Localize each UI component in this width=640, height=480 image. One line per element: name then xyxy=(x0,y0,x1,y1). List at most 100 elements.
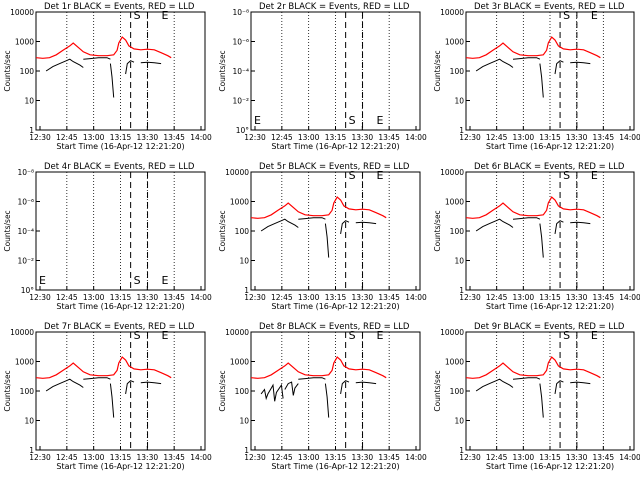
series-line-events xyxy=(340,380,350,394)
y-tick-label: 1 xyxy=(459,126,464,135)
x-tick-label: 12:45 xyxy=(271,133,293,142)
series-line-events xyxy=(554,60,564,75)
edge-marker-label: E xyxy=(39,274,46,287)
x-tick-label: 12:45 xyxy=(271,293,293,302)
y-tick-label: 1 xyxy=(459,446,464,455)
end-marker-label: E xyxy=(162,9,169,22)
x-tick-label: 13:00 xyxy=(513,293,535,302)
x-tick-label: 13:15 xyxy=(110,133,132,142)
y-tick-label: 1000 xyxy=(230,358,249,367)
x-tick-label: 13:00 xyxy=(298,453,320,462)
series-line-events xyxy=(140,381,162,385)
y-tick-label: 10000 xyxy=(440,8,464,17)
plot-frame xyxy=(35,171,206,291)
y-tick-label: 10° xyxy=(21,286,35,295)
x-tick-label: 12:30 xyxy=(244,133,266,142)
x-tick-label: 12:30 xyxy=(459,453,481,462)
y-axis-label: Counts/sec xyxy=(3,210,12,251)
x-axis-label: Start Time (16-Apr-12 12:21:20) xyxy=(56,462,184,471)
series-line-events xyxy=(298,217,326,220)
y-tick-label: 100 xyxy=(450,227,465,236)
series-line-events xyxy=(45,58,84,72)
chart-title: Det 7r BLACK = Events, RED = LLD xyxy=(44,322,195,332)
chart-panel-2: Det 2r BLACK = Events, RED = LLD 12:30 12:… xyxy=(218,2,427,151)
chart-panel-9: Det 9r BLACK = Events, RED = LLD 12:30 12:… xyxy=(433,322,640,471)
series-line-events xyxy=(512,57,541,60)
y-tick-label: 10⁻² xyxy=(17,257,34,266)
x-tick-label: 13:45 xyxy=(163,293,185,302)
y-tick-label: 100 xyxy=(450,67,465,76)
chart-title: Det 9r BLACK = Events, RED = LLD xyxy=(474,322,625,332)
end-marker-label: E xyxy=(591,169,598,182)
series-line-events xyxy=(340,220,350,234)
start-marker-label: S xyxy=(563,9,570,22)
end-marker-label: E xyxy=(591,329,598,342)
chart-panel-5: Det 5r BLACK = Events, RED = LLD 12:30 12:… xyxy=(218,162,427,311)
end-marker-label: E xyxy=(377,114,384,127)
series-line-events xyxy=(324,223,330,258)
x-tick-label: 13:30 xyxy=(566,133,588,142)
series-line-events xyxy=(554,380,564,394)
y-tick-label: 10⁻⁸ xyxy=(17,168,34,177)
x-tick-label: 13:45 xyxy=(378,133,400,142)
y-tick-label: 1 xyxy=(244,446,249,455)
x-axis-label: Start Time (16-Apr-12 12:21:20) xyxy=(486,302,614,311)
series-line-events xyxy=(260,383,284,402)
y-tick-label: 10000 xyxy=(225,168,249,177)
series-line-events xyxy=(45,378,84,392)
y-tick-label: 1000 xyxy=(445,358,464,367)
end-marker-label: E xyxy=(162,329,169,342)
chart-title: Det 2r BLACK = Events, RED = LLD xyxy=(259,2,410,12)
y-tick-label: 100 xyxy=(20,67,35,76)
y-axis-label: Counts/sec xyxy=(433,50,442,91)
chart-title: Det 8r BLACK = Events, RED = LLD xyxy=(259,322,410,332)
x-tick-label: 13:00 xyxy=(83,453,105,462)
start-marker-label: S xyxy=(134,329,141,342)
chart-title: Det 1r BLACK = Events, RED = LLD xyxy=(44,2,195,12)
series-line-events xyxy=(355,221,377,225)
chart-panel-7: Det 7r BLACK = Events, RED = LLD 12:30 12:… xyxy=(3,322,212,471)
y-tick-label: 1 xyxy=(459,286,464,295)
series-line-lld xyxy=(465,36,601,59)
chart-title: Det 3r BLACK = Events, RED = LLD xyxy=(474,2,625,12)
series-line-events xyxy=(539,383,544,418)
y-axis-label: Counts/sec xyxy=(3,50,12,91)
x-tick-label: 13:30 xyxy=(137,133,159,142)
start-marker-label: S xyxy=(134,274,141,287)
x-tick-label: 12:30 xyxy=(29,453,51,462)
y-axis-label: Counts/sec xyxy=(218,370,227,411)
x-tick-label: 13:45 xyxy=(378,293,400,302)
series-line-events xyxy=(475,218,514,232)
x-axis-label: Start Time (16-Apr-12 12:21:20) xyxy=(271,462,399,471)
series-line-events xyxy=(125,60,135,75)
x-tick-label: 14:00 xyxy=(619,133,640,142)
y-tick-label: 10000 xyxy=(440,168,464,177)
x-tick-label: 13:30 xyxy=(137,453,159,462)
y-tick-label: 10 xyxy=(454,257,464,266)
x-tick-label: 12:45 xyxy=(486,293,508,302)
x-tick-label: 12:30 xyxy=(29,133,51,142)
chart-title: Det 6r BLACK = Events, RED = LLD xyxy=(474,162,625,172)
y-tick-label: 10⁻⁶ xyxy=(17,198,34,207)
x-tick-label: 14:00 xyxy=(190,293,212,302)
x-tick-label: 13:00 xyxy=(513,133,535,142)
chart-panel-1: Det 1r BLACK = Events, RED = LLD 12:30 12:… xyxy=(3,2,212,151)
series-line-events xyxy=(512,217,541,220)
x-tick-label: 13:30 xyxy=(566,293,588,302)
series-line-events xyxy=(570,61,591,65)
x-axis-label: Start Time (16-Apr-12 12:21:20) xyxy=(271,142,399,151)
chart-title: Det 4r BLACK = Events, RED = LLD xyxy=(44,162,195,172)
start-marker-label: S xyxy=(349,114,356,127)
start-marker-label: S xyxy=(349,329,356,342)
x-axis-label: Start Time (16-Apr-12 12:21:20) xyxy=(56,302,184,311)
series-line-events xyxy=(475,378,514,392)
x-tick-label: 14:00 xyxy=(405,293,427,302)
y-axis-label: Counts/sec xyxy=(3,370,12,411)
y-axis-label: Counts/sec xyxy=(433,370,442,411)
x-tick-label: 13:30 xyxy=(352,293,374,302)
x-tick-label: 12:45 xyxy=(271,453,293,462)
y-axis-label: Counts/sec xyxy=(218,50,227,91)
y-tick-label: 10000 xyxy=(10,328,34,337)
start-marker-label: S xyxy=(349,169,356,182)
x-tick-label: 13:00 xyxy=(83,293,105,302)
